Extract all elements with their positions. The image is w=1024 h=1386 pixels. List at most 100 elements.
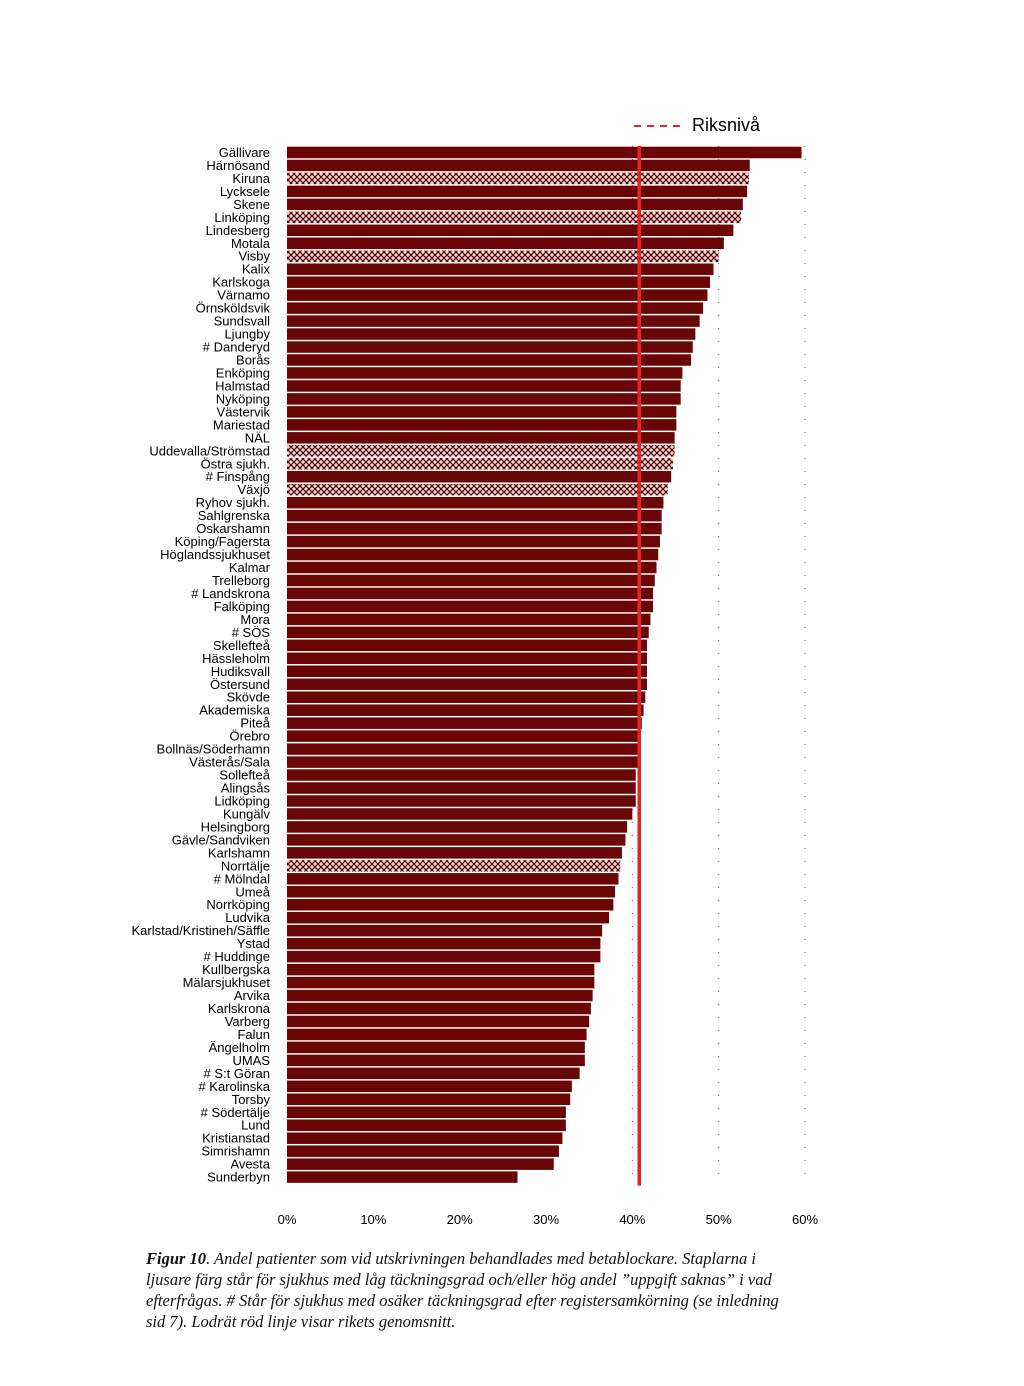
category-label-9: Kalix	[242, 262, 271, 277]
bar-60	[287, 924, 603, 937]
category-label-1: Härnösand	[206, 158, 270, 173]
bar-21	[287, 419, 677, 431]
bar-67	[287, 1015, 590, 1028]
bar-48	[287, 769, 636, 781]
category-label-70: UMAS	[232, 1053, 270, 1068]
bar-59	[287, 911, 610, 924]
bar-77	[287, 1145, 559, 1157]
bar-78	[287, 1158, 554, 1170]
category-label-7: Motala	[231, 236, 271, 251]
bar-44	[287, 717, 642, 729]
category-label-41: Östersund	[210, 677, 270, 692]
bar-46	[287, 743, 640, 755]
category-label-12: Örnsköldsvik	[196, 301, 271, 316]
bar-64	[287, 976, 595, 989]
category-label-67: Varberg	[225, 1014, 270, 1029]
category-label-36: Mora	[240, 612, 270, 627]
bar-49	[287, 782, 636, 794]
bar-12	[287, 302, 704, 314]
bar-35	[287, 600, 654, 613]
category-label-65: Arvika	[234, 988, 271, 1003]
category-label-40: Hudiksvall	[211, 664, 270, 679]
bar-71	[287, 1067, 580, 1080]
bar-5	[287, 211, 742, 224]
category-label-64: Mälarsjukhuset	[183, 975, 271, 990]
bar-24	[287, 458, 673, 470]
category-label-24: Östra sjukh.	[201, 456, 270, 471]
category-label-13: Sundsvall	[214, 314, 270, 329]
bar-13	[287, 315, 700, 327]
legend: Riksnivå	[634, 115, 761, 135]
bar-55	[287, 860, 621, 872]
category-label-28: Sahlgrenska	[198, 508, 271, 523]
bar-0	[287, 146, 802, 159]
category-label-34: # Landskrona	[191, 586, 271, 601]
bar-65	[287, 989, 593, 1002]
bar-45	[287, 730, 640, 742]
category-label-58: Norrköping	[206, 897, 270, 912]
category-label-49: Alingsås	[221, 781, 271, 796]
category-label-0: Gällivare	[219, 145, 270, 160]
category-label-46: Bollnäs/Söderhamn	[157, 742, 270, 757]
bar-7	[287, 237, 724, 250]
category-label-20: Västervik	[217, 404, 271, 419]
bar-62	[287, 950, 601, 963]
category-label-55: Norrtälje	[221, 858, 270, 873]
bar-69	[287, 1041, 585, 1054]
bar-20	[287, 406, 677, 418]
category-label-2: Kiruna	[232, 171, 270, 186]
bar-4	[287, 198, 743, 211]
bar-36	[287, 613, 651, 626]
caption-text: . Andel patienter som vid utskrivningen …	[146, 1249, 779, 1331]
category-label-74: # Södertälje	[201, 1105, 270, 1120]
category-label-26: Växjö	[237, 482, 270, 497]
category-label-27: Ryhov sjukh.	[196, 495, 270, 510]
bar-57	[287, 886, 616, 898]
category-label-76: Kristianstad	[202, 1131, 270, 1146]
bar-22	[287, 432, 675, 444]
bar-70	[287, 1054, 585, 1067]
bar-8	[287, 250, 719, 262]
category-label-4: Skene	[233, 197, 270, 212]
category-label-15: # Danderyd	[203, 340, 270, 355]
bar-9	[287, 263, 714, 275]
bar-52	[287, 821, 628, 833]
bar-25	[287, 470, 672, 483]
bar-30	[287, 535, 660, 548]
category-label-31: Höglandssjukhuset	[160, 547, 270, 562]
category-label-51: Kungälv	[223, 806, 270, 821]
category-label-11: Värnamo	[217, 288, 270, 303]
category-label-45: Örebro	[230, 729, 270, 744]
x-tick-4: 40%	[619, 1212, 645, 1227]
category-label-17: Enköping	[216, 365, 270, 380]
grid-lines	[631, 146, 806, 1184]
category-label-42: Skövde	[227, 690, 270, 705]
bar-40	[287, 665, 648, 678]
category-label-60: Karlstad/Kristineh/Säffle	[132, 923, 271, 938]
category-label-50: Lidköping	[214, 793, 270, 808]
category-label-6: Lindesberg	[206, 223, 270, 238]
category-label-77: Simrishamn	[201, 1144, 270, 1159]
category-label-52: Helsingborg	[201, 819, 270, 834]
bar-19	[287, 393, 681, 405]
category-label-29: Oskarshamn	[196, 521, 270, 536]
category-label-10: Karlskoga	[212, 275, 271, 290]
bar-2	[287, 172, 749, 185]
category-label-54: Karlshamn	[208, 845, 270, 860]
bar-32	[287, 561, 657, 574]
bar-76	[287, 1132, 563, 1144]
category-label-47: Västerås/Sala	[189, 755, 271, 770]
category-label-44: Piteå	[240, 716, 270, 731]
bar-38	[287, 639, 648, 652]
category-label-68: Falun	[237, 1027, 270, 1042]
bar-29	[287, 522, 662, 535]
bar-54	[287, 847, 622, 859]
bar-79	[287, 1171, 518, 1183]
category-label-32: Kalmar	[229, 560, 271, 575]
category-label-35: Falköping	[214, 599, 270, 614]
bars	[287, 146, 802, 1183]
bar-51	[287, 808, 633, 820]
category-label-53: Gävle/Sandviken	[172, 832, 270, 847]
category-label-79: Sunderbyn	[207, 1170, 270, 1185]
category-label-22: NÄL	[245, 430, 270, 445]
